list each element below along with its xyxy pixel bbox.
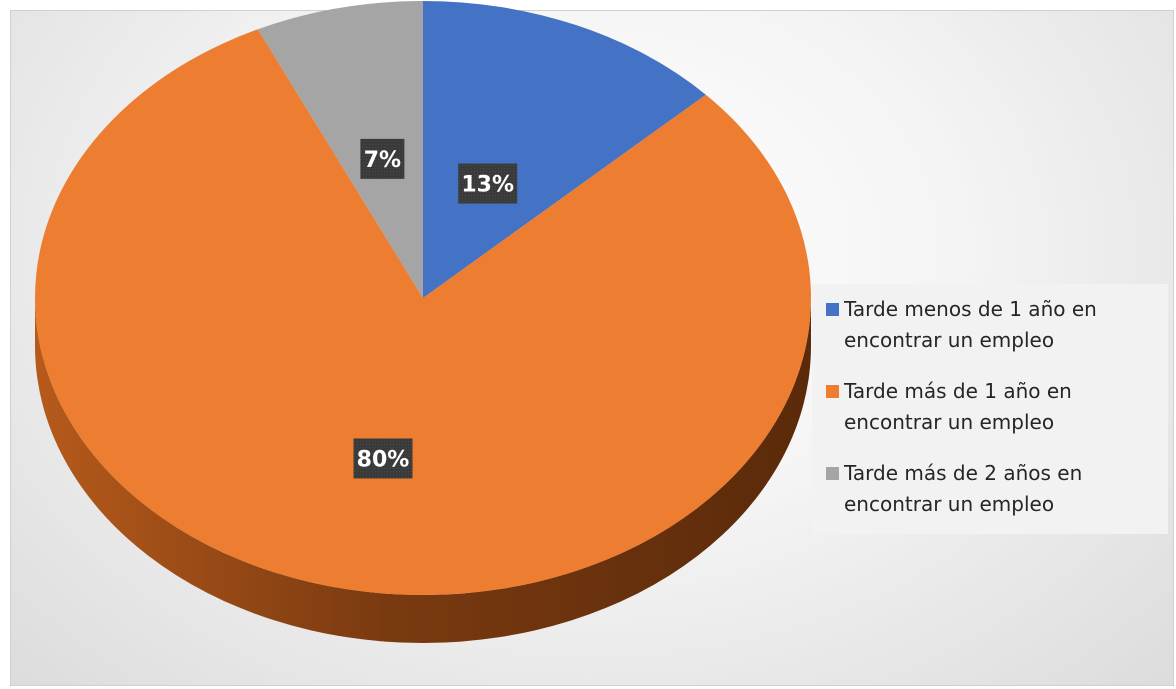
- pie-top: [34, 1, 811, 596]
- pie-slice: [423, 1, 706, 298]
- data-label-box: [353, 438, 413, 479]
- data-label-box: [458, 163, 518, 204]
- legend-label: encontrar un empleo: [844, 328, 1055, 352]
- data-label: 13%: [458, 163, 518, 204]
- legend-item: Tarde menos de 1 año en encontrar un emp…: [822, 294, 1162, 356]
- pie-side-wall: [35, 298, 811, 643]
- legend-label: encontrar un empleo: [844, 410, 1055, 434]
- data-label: 80%: [353, 438, 413, 479]
- data-label-text: 13%: [461, 173, 514, 198]
- pie-side: [35, 298, 811, 643]
- data-label-box: [360, 138, 405, 179]
- legend-label: encontrar un empleo: [844, 492, 1055, 516]
- data-label-text: 80%: [357, 447, 410, 472]
- legend-item: Tarde más de 1 año en encontrar un emple…: [822, 376, 1162, 438]
- data-labels: 13% 80% 7%: [353, 138, 518, 479]
- pie-slice: [34, 29, 811, 596]
- legend-label: Tarde más de 1 año en: [844, 379, 1072, 403]
- legend-label: Tarde más de 2 años en: [844, 461, 1083, 485]
- legend-item: Tarde más de 2 años en encontrar un empl…: [822, 458, 1162, 520]
- legend-swatch: [826, 467, 839, 480]
- legend-label: Tarde menos de 1 año en: [844, 297, 1097, 321]
- legend-swatch: [826, 385, 839, 398]
- data-label-text: 7%: [364, 148, 401, 173]
- legend-swatch: [826, 303, 839, 316]
- data-label: 7%: [360, 138, 405, 179]
- pie-slice: [257, 1, 423, 298]
- legend: Tarde menos de 1 año en encontrar un emp…: [812, 284, 1168, 534]
